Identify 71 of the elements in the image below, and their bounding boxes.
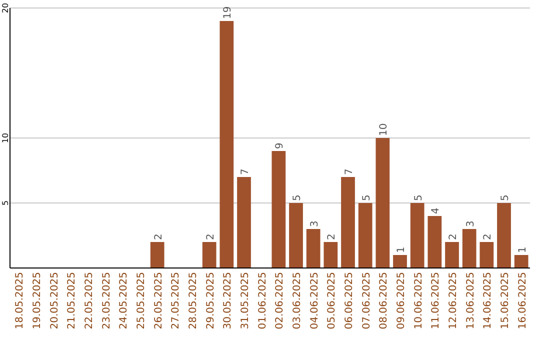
bar — [272, 151, 286, 268]
bar — [150, 242, 164, 268]
x-tick-label: 14.06.2025 — [482, 272, 494, 330]
bar — [220, 21, 234, 268]
bar — [324, 242, 338, 268]
x-tick-label: 30.05.2025 — [222, 272, 234, 330]
bar — [202, 242, 216, 268]
x-tick-label: 04.06.2025 — [309, 272, 320, 330]
data-label: 7 — [240, 168, 251, 175]
bar — [480, 242, 494, 268]
bar — [445, 242, 459, 268]
x-tick-label: 12.06.2025 — [448, 272, 459, 330]
bar — [462, 229, 476, 268]
bar — [306, 229, 320, 268]
x-tick-label: 31.05.2025 — [240, 272, 251, 330]
bar — [289, 203, 303, 268]
x-tick-label: 27.05.2025 — [170, 272, 182, 330]
x-tick-label: 16.06.2025 — [517, 272, 528, 330]
data-label: 7 — [344, 168, 355, 175]
data-label: 10 — [378, 123, 390, 136]
bar — [514, 255, 528, 268]
x-tick-label: 19.05.2025 — [32, 272, 43, 330]
x-tick-label: 01.06.2025 — [257, 272, 268, 330]
x-tick-label: 02.06.2025 — [274, 272, 286, 330]
x-tick-label: 24.05.2025 — [118, 272, 130, 330]
data-label: 5 — [292, 194, 303, 201]
bar — [497, 203, 511, 268]
data-label: 2 — [482, 234, 494, 240]
y-tick-label: 20 — [1, 2, 10, 14]
data-label: 2 — [205, 234, 216, 240]
x-tick-label: 23.05.2025 — [101, 272, 112, 330]
data-label: 5 — [361, 194, 372, 201]
bar — [341, 177, 355, 268]
data-label: 3 — [465, 220, 476, 227]
bar — [393, 255, 407, 268]
x-tick-label: 09.06.2025 — [396, 272, 407, 330]
x-tick-label: 03.06.2025 — [292, 272, 303, 330]
x-tick-label: 22.05.2025 — [84, 272, 95, 330]
data-label: 9 — [274, 142, 286, 149]
data-label: 19 — [222, 6, 234, 19]
x-tick-label: 29.05.2025 — [205, 272, 216, 330]
x-tick-label: 25.05.2025 — [136, 272, 147, 330]
x-tick-label: 15.06.2025 — [500, 272, 511, 330]
data-label: 1 — [396, 246, 407, 253]
x-tick-label: 11.06.2025 — [430, 272, 442, 330]
x-tick-label: 07.06.2025 — [361, 272, 372, 330]
bar — [358, 203, 372, 268]
data-label: 3 — [309, 220, 320, 227]
x-tick-label: 21.05.2025 — [66, 272, 78, 330]
x-tick-label: 05.06.2025 — [326, 272, 338, 330]
data-label: 2 — [448, 234, 459, 240]
data-label: 5 — [413, 194, 424, 201]
x-tick-label: 06.06.2025 — [344, 272, 355, 330]
bar — [237, 177, 251, 268]
x-tick-label: 26.05.2025 — [153, 272, 164, 330]
data-label: 1 — [517, 246, 528, 253]
x-tick-label: 20.05.2025 — [49, 272, 60, 330]
x-tick-label: 18.05.2025 — [14, 272, 26, 330]
x-tick-label: 13.06.2025 — [465, 272, 476, 330]
data-label: 4 — [430, 208, 442, 214]
data-label: 2 — [153, 234, 164, 240]
bar — [428, 216, 442, 268]
x-tick-label: 10.06.2025 — [413, 272, 424, 330]
data-label: 2 — [326, 234, 338, 240]
data-label: 5 — [500, 194, 511, 201]
bar — [410, 203, 424, 268]
bar — [376, 138, 390, 268]
x-tick-label: 08.06.2025 — [378, 272, 390, 330]
y-tick-label: 10 — [1, 132, 10, 144]
y-tick-label: 5 — [1, 200, 10, 206]
x-tick-label: 28.05.2025 — [188, 272, 199, 330]
